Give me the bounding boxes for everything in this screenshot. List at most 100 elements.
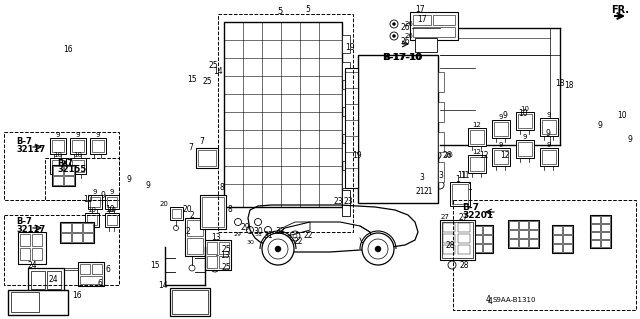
Bar [508,220,539,248]
Bar [438,132,444,152]
Bar [32,248,42,260]
Text: 27: 27 [458,213,468,222]
Text: S9AA-B1310: S9AA-B1310 [492,297,536,303]
Text: 8: 8 [228,205,233,214]
Text: 29: 29 [240,224,250,233]
Bar [45,158,119,200]
Bar [413,15,431,25]
Text: 17: 17 [415,4,425,13]
Text: 10: 10 [74,152,83,158]
Text: 10: 10 [108,207,116,213]
Bar [170,207,183,220]
Text: 13: 13 [220,251,230,261]
Bar [443,234,455,243]
Bar [518,142,532,156]
Bar [509,221,518,229]
Text: 4: 4 [486,294,490,303]
Text: 3: 3 [420,174,424,182]
Bar [410,12,458,40]
Text: 2: 2 [189,211,195,219]
Text: 10: 10 [83,196,93,204]
Text: 14: 14 [213,68,223,77]
Bar [218,14,353,232]
Bar [463,244,472,252]
Text: 9: 9 [598,121,602,130]
Bar [61,223,71,232]
Bar [540,118,558,136]
Text: 7: 7 [200,137,204,146]
Bar [342,190,350,216]
Text: 9: 9 [499,114,503,120]
Bar [107,215,117,225]
Bar [509,230,518,238]
Text: 9: 9 [628,136,632,145]
Bar [187,220,203,236]
Text: 14: 14 [158,281,168,291]
Bar [198,150,216,166]
Bar [50,158,66,174]
Bar [483,244,492,252]
Bar [52,140,64,152]
Circle shape [214,266,216,270]
Bar [553,244,562,252]
Circle shape [275,246,281,252]
Text: 9: 9 [499,142,503,148]
Bar [494,122,508,136]
Text: 9: 9 [523,134,527,140]
Bar [64,176,74,185]
Text: 15: 15 [150,262,160,271]
Bar [85,213,99,227]
Text: 9: 9 [145,181,150,189]
Bar [473,226,482,234]
Bar [519,239,528,247]
Text: 28: 28 [460,261,470,270]
Bar [20,248,30,260]
Text: 32117: 32117 [16,145,45,154]
Bar [170,288,210,316]
Text: 29: 29 [234,232,242,236]
Bar [53,176,63,185]
Text: 23: 23 [344,197,354,206]
Bar [47,271,61,289]
Bar [32,234,42,246]
Bar [601,216,610,223]
Bar [470,157,484,171]
Text: 10: 10 [105,205,115,214]
Text: 23: 23 [333,197,343,206]
Circle shape [262,233,294,265]
Bar [20,234,30,246]
Text: B-7: B-7 [16,218,32,226]
Bar [601,224,610,231]
Bar [518,114,532,128]
Bar [88,195,102,209]
Bar [563,244,572,252]
Bar [590,215,611,248]
Text: 9: 9 [76,132,80,138]
Bar [105,195,119,209]
Bar [462,225,493,253]
Bar [92,264,102,274]
Text: 31: 31 [263,231,273,240]
Text: 25: 25 [222,263,232,272]
Bar [442,222,473,258]
Bar [470,130,484,144]
Bar [187,238,203,254]
Bar [342,143,350,161]
Bar [345,68,358,188]
Text: 20: 20 [159,201,168,207]
Bar [415,38,437,52]
Bar [542,150,556,164]
Bar [52,165,75,186]
Text: 22: 22 [293,238,303,247]
Text: FR.: FR. [611,5,629,15]
Text: 9: 9 [545,129,550,137]
Bar [438,162,444,182]
Text: 3: 3 [438,170,443,180]
Text: 26: 26 [442,151,452,160]
Text: 12: 12 [472,149,481,155]
Bar [60,222,94,243]
Text: 32117: 32117 [16,226,45,234]
Text: 1: 1 [468,183,472,192]
Text: 27: 27 [440,214,449,220]
Bar [358,55,438,203]
